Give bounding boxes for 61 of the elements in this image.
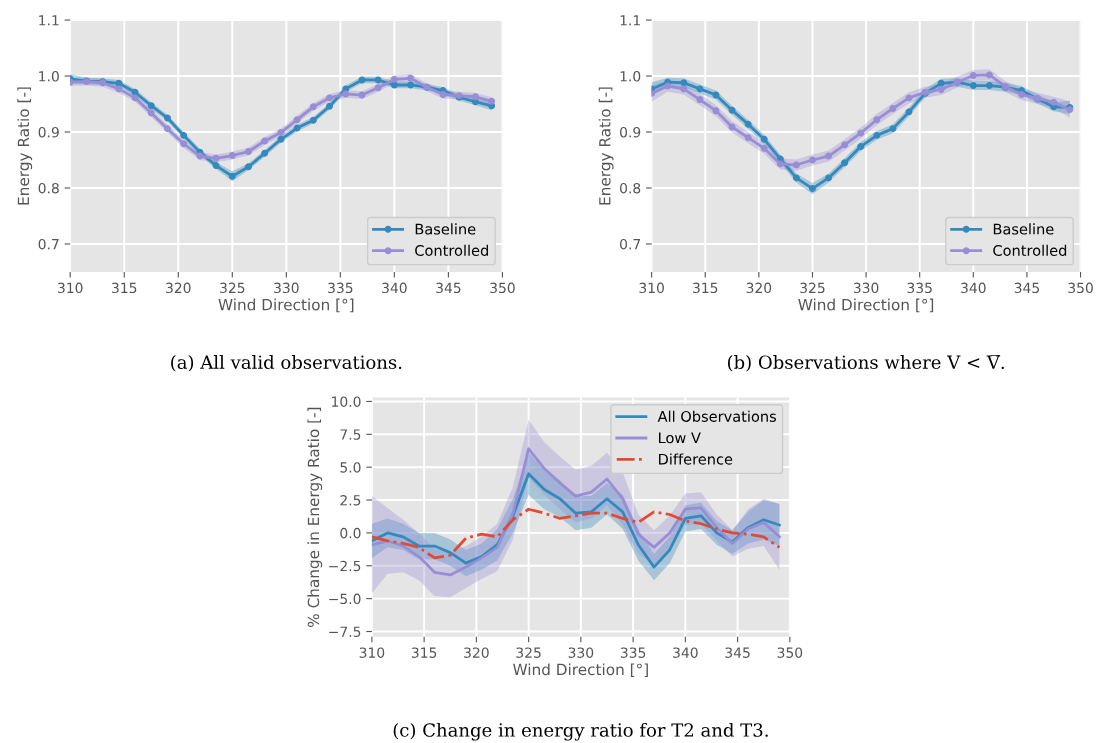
x-tick-label: 340 [673, 647, 698, 658]
x-axis-title: Wind Direction [°] [218, 298, 354, 313]
y-tick-label: 1.1 [39, 15, 59, 26]
legend-label: All Observations [657, 410, 776, 422]
x-tick-label: 325 [516, 647, 541, 658]
y-tick-label: 5.0 [340, 462, 361, 473]
x-axis-title: Wind Direction [°] [513, 663, 648, 678]
x-tick-label: 330 [274, 282, 299, 294]
y-axis-title: Energy Ratio [-] [17, 87, 33, 205]
x-tick-label: 330 [568, 647, 594, 658]
y-tick-label: 0.9 [620, 126, 641, 138]
legend-label: Difference [659, 453, 733, 465]
y-tick-label: 0.9 [38, 126, 59, 138]
y-axis-title: Energy Ratio [-] [598, 87, 614, 205]
x-axis-title: Wind Direction [°] [798, 298, 934, 313]
text: (a) All valid observations. [171, 355, 402, 372]
x-tick-label: 330 [853, 282, 879, 294]
y-tick-label: −5.0 [329, 593, 361, 605]
x-tick-label: 325 [220, 282, 245, 294]
y-tick-label: 1.0 [620, 71, 641, 82]
y-tick-label: 0.8 [38, 182, 59, 194]
y-tick-label: 1.0 [39, 71, 59, 82]
y-tick-label: −7.5 [329, 626, 361, 637]
x-tick-label: 350 [1068, 282, 1093, 294]
legend-label: Controlled [415, 244, 488, 256]
y-tick-label: 2.5 [340, 495, 361, 506]
x-tick-label: 350 [490, 282, 515, 294]
x-tick-label: 310 [639, 282, 664, 294]
y-tick-label: 0.8 [620, 182, 641, 194]
x-tick-label: 320 [746, 282, 772, 294]
y-tick-label: 0.7 [620, 238, 641, 250]
y-tick-label: 1.1 [620, 15, 640, 26]
x-tick-label: 345 [436, 282, 461, 294]
y-tick-label: 0.0 [340, 527, 361, 539]
x-tick-label: 310 [58, 282, 83, 294]
x-tick-label: 345 [1014, 282, 1039, 294]
legend-label: Baseline [993, 223, 1054, 235]
y-tick-label: 10.0 [332, 396, 361, 407]
x-tick-label: 340 [961, 282, 986, 294]
x-tick-label: 335 [907, 282, 932, 294]
x-tick-label: 345 [725, 647, 750, 658]
x-tick-label: 335 [328, 282, 353, 294]
x-tick-label: 325 [800, 282, 825, 294]
y-tick-label: 7.5 [340, 429, 361, 440]
x-tick-label: 315 [112, 282, 137, 294]
x-tick-label: 310 [359, 647, 385, 658]
legend-label: Controlled [993, 244, 1067, 256]
legend-label: Baseline [415, 223, 476, 235]
legend-label: Low V [659, 432, 701, 444]
x-tick-label: 320 [166, 282, 191, 294]
y-tick-label: −2.5 [329, 560, 361, 572]
x-tick-label: 320 [464, 647, 489, 658]
x-tick-label: 340 [382, 282, 407, 294]
text: (c) Change in energy ratio for T2 and T3. [393, 722, 768, 741]
x-tick-label: 315 [693, 282, 718, 294]
text: (b) Observations where V < V̅. [727, 355, 1004, 372]
y-axis-title: % Change in Energy Ratio [-] [307, 407, 323, 627]
x-tick-label: 350 [777, 647, 803, 658]
x-tick-label: 315 [411, 647, 437, 658]
x-tick-label: 335 [620, 647, 646, 658]
y-tick-label: 0.7 [38, 238, 59, 250]
